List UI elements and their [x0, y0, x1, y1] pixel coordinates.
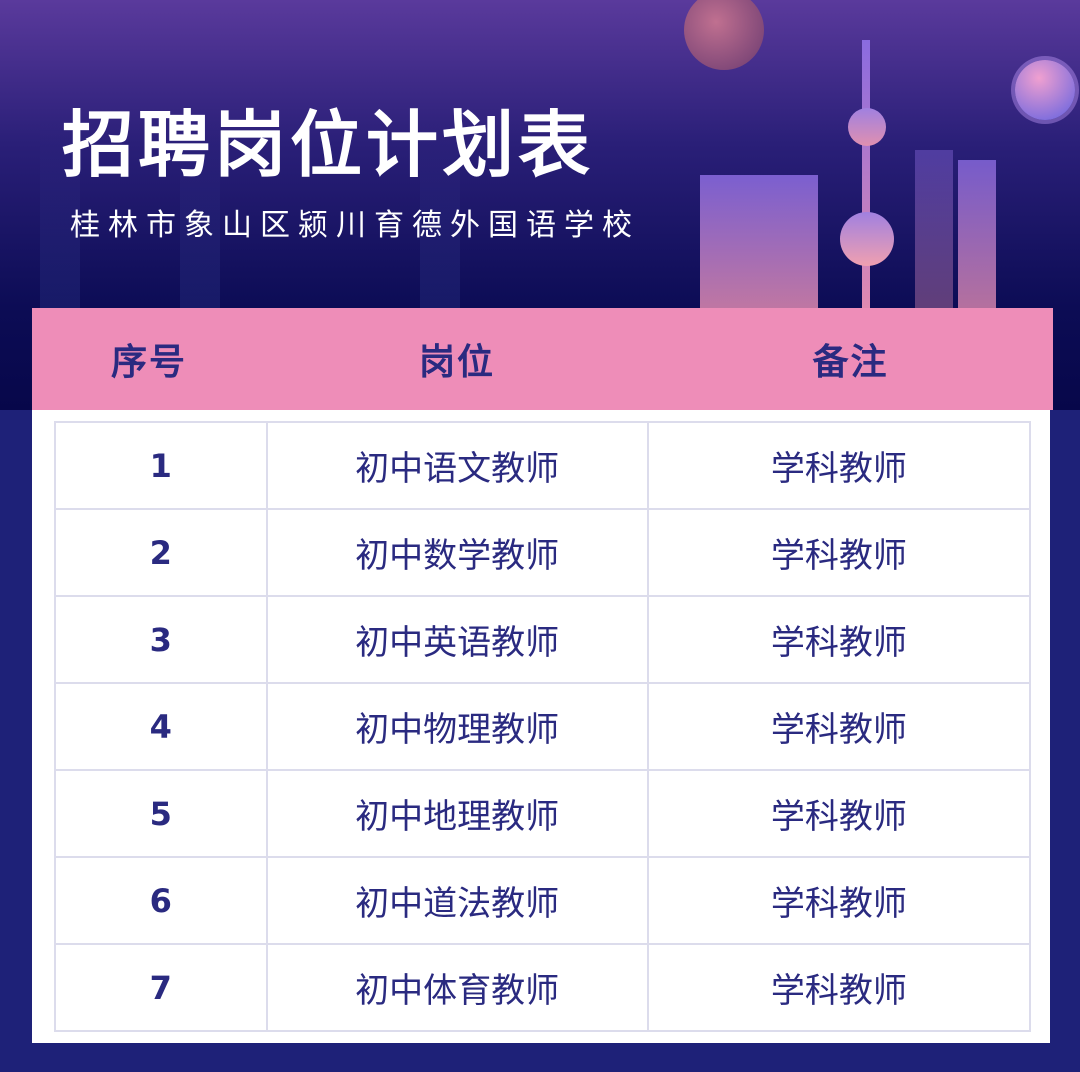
- school-name: 桂林市象山区颍川育德外国语学校: [70, 208, 640, 243]
- cell-index: 7: [54, 943, 268, 1032]
- table-row: 2 初中数学教师 学科教师: [54, 508, 1032, 597]
- planet-illustration: [1015, 60, 1075, 120]
- cell-index: 1: [54, 421, 268, 510]
- cell-position: 初中数学教师: [265, 508, 649, 597]
- building-illustration: [915, 150, 953, 310]
- planet-illustration: [684, 0, 764, 70]
- cell-remark: 学科教师: [646, 421, 1032, 510]
- column-header-remark: 备注: [812, 342, 889, 383]
- table-row: 4 初中物理教师 学科教师: [54, 682, 1032, 771]
- cell-index: 4: [54, 682, 268, 771]
- table-row: 5 初中地理教师 学科教师: [54, 769, 1032, 858]
- positions-table: 1 初中语文教师 学科教师 2 初中数学教师 学科教师 3 初中英语教师 学科教师 4 初中物理教师…: [54, 421, 1032, 1032]
- cell-index: 6: [54, 856, 268, 945]
- cell-position: 初中物理教师: [265, 682, 649, 771]
- column-header-index: 序号: [110, 342, 187, 383]
- cell-position: 初中道法教师: [265, 856, 649, 945]
- table-panel: 1 初中语文教师 学科教师 2 初中数学教师 学科教师 3 初中英语教师 学科教师 4 初中物理教师…: [32, 410, 1050, 1043]
- cell-remark: 学科教师: [646, 682, 1032, 771]
- table-header: 序号 岗位 备注: [32, 308, 1053, 410]
- table-row: 1 初中语文教师 学科教师: [54, 421, 1032, 510]
- column-header-position: 岗位: [418, 342, 495, 383]
- cell-position: 初中语文教师: [265, 421, 649, 510]
- cell-remark: 学科教师: [646, 595, 1032, 684]
- cell-index: 3: [54, 595, 268, 684]
- tower-sphere: [840, 212, 894, 266]
- building-illustration: [958, 160, 996, 310]
- cell-index: 5: [54, 769, 268, 858]
- cell-position: 初中英语教师: [265, 595, 649, 684]
- cell-remark: 学科教师: [646, 508, 1032, 597]
- table-row: 7 初中体育教师 学科教师: [54, 943, 1032, 1032]
- cell-remark: 学科教师: [646, 943, 1032, 1032]
- page-title: 招聘岗位计划表: [62, 103, 595, 187]
- table-row: 6 初中道法教师 学科教师: [54, 856, 1032, 945]
- tower-illustration: [862, 40, 870, 310]
- cell-remark: 学科教师: [646, 769, 1032, 858]
- cell-position: 初中地理教师: [265, 769, 649, 858]
- cell-index: 2: [54, 508, 268, 597]
- building-illustration: [700, 175, 818, 310]
- cell-remark: 学科教师: [646, 856, 1032, 945]
- cell-position: 初中体育教师: [265, 943, 649, 1032]
- table-row: 3 初中英语教师 学科教师: [54, 595, 1032, 684]
- tower-sphere: [848, 108, 886, 146]
